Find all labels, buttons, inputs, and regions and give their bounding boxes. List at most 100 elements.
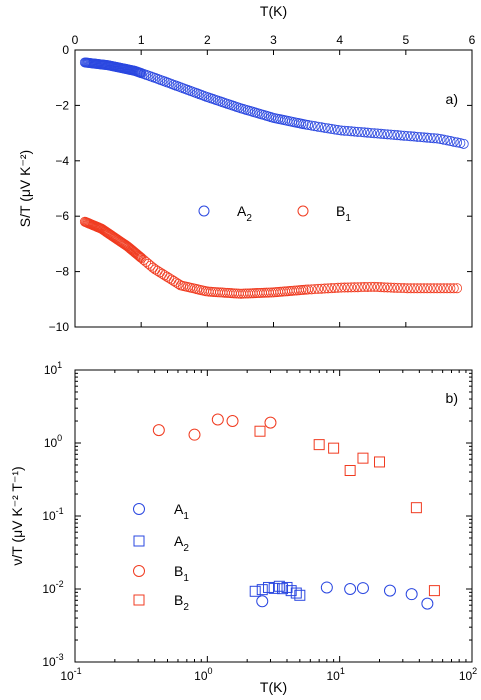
- data-point-a1: [320, 581, 333, 594]
- data-point-b1: [415, 283, 426, 294]
- data-point-b1: [339, 282, 350, 293]
- data-point-b1: [425, 283, 436, 294]
- panel-a-x-tick-label: 5: [402, 33, 409, 47]
- data-point-a2: [336, 125, 347, 136]
- data-point-a2: [418, 132, 429, 143]
- data-point-a2: [425, 132, 436, 143]
- panel-b-x-tick-label-exp: 0: [208, 666, 213, 676]
- data-point-b1: [359, 282, 370, 293]
- panel-b-y-axis-label: ν/T (μV K⁻² T⁻¹): [9, 466, 25, 565]
- data-point-a2: [352, 126, 363, 137]
- legend-a-label-b1: B1: [336, 203, 351, 224]
- panel-b-x-tick-label: 102: [459, 666, 477, 683]
- data-point-b1: [326, 283, 337, 294]
- data-point-a2: [342, 126, 353, 137]
- data-point-a2: [455, 138, 466, 149]
- data-point-b1: [402, 283, 413, 294]
- legend-a-label-sub: 1: [345, 213, 351, 224]
- data-point-b1: [395, 283, 406, 294]
- data-point-a2: [375, 128, 386, 139]
- panel-b-frame: [74, 369, 473, 663]
- panel-b-x-tick-label-base: 10: [60, 669, 74, 683]
- series-b1: [152, 413, 277, 441]
- data-point-a2: [323, 123, 334, 134]
- data-point-b1: [352, 282, 363, 293]
- panel-b-y-tick-label-exp: -2: [56, 579, 64, 589]
- data-point-b2: [374, 456, 386, 468]
- legend-b-marker-a1: [133, 503, 145, 515]
- panel-a-y-axis-label: S/T (μV K⁻²): [17, 150, 33, 227]
- data-point-b1: [316, 283, 327, 294]
- data-point-a2: [458, 138, 469, 149]
- data-point-a2: [385, 129, 396, 140]
- data-point-a2: [306, 120, 317, 131]
- data-point-a2: [249, 585, 261, 597]
- data-point-b1: [445, 283, 456, 294]
- data-point-a2: [359, 127, 370, 138]
- legend-a-label-main: A: [237, 203, 247, 219]
- data-point-b1: [313, 283, 324, 294]
- legend-b-label-main: B: [174, 592, 183, 608]
- panel-b-y-tick-label-exp: 1: [57, 360, 62, 370]
- data-point-a2: [366, 127, 377, 138]
- data-point-a2: [316, 122, 327, 133]
- legend-b-label-main: A: [174, 501, 184, 517]
- data-point-b1: [452, 283, 463, 294]
- data-point-b1: [332, 282, 343, 293]
- data-point-b1: [366, 281, 377, 292]
- panel-a-frame: [74, 49, 473, 328]
- data-point-b1: [188, 428, 201, 441]
- data-point-b2: [410, 502, 422, 514]
- data-point-b1: [309, 284, 320, 295]
- panel-b-y-tick-label-exp: -3: [56, 652, 64, 662]
- panel-b-y-tick-label-base: 10: [42, 509, 56, 523]
- data-point-b1: [448, 283, 459, 294]
- data-point-a2: [435, 133, 446, 144]
- data-point-a1: [344, 583, 357, 595]
- legend-b-label-main: A: [174, 533, 184, 549]
- data-point-a2: [369, 128, 380, 139]
- data-point-a2: [432, 133, 443, 144]
- panel-b-x-tick-label-exp: 2: [472, 666, 477, 676]
- data-point-b1: [432, 283, 443, 294]
- data-point-a2: [379, 129, 390, 140]
- legend-b-label-sub: 2: [183, 602, 189, 613]
- data-point-a2: [356, 127, 367, 138]
- data-point-b1: [418, 283, 429, 294]
- data-point-b1: [389, 282, 400, 293]
- data-point-b1: [442, 283, 453, 294]
- data-point-b1: [303, 284, 314, 295]
- data-point-a2: [313, 121, 324, 132]
- panel-a-y-tick-label: −2: [55, 98, 69, 112]
- legend-b-label-main: B: [174, 563, 183, 579]
- panel-b-y-tick-label: 101: [44, 360, 62, 377]
- legend-b-marker-b2: [133, 594, 145, 606]
- data-point-a2: [346, 126, 357, 137]
- panel-b-label: b): [446, 390, 458, 406]
- data-point-b1: [369, 281, 380, 292]
- series-a2: [249, 580, 306, 601]
- data-point-a2: [392, 130, 403, 141]
- panel-b-y-tick-label: 10-2: [42, 579, 63, 596]
- data-point-b2: [428, 585, 440, 597]
- data-point-a2: [395, 130, 406, 141]
- data-point-b1: [329, 282, 340, 293]
- panel-b-y-tick-label-exp: -1: [56, 506, 64, 516]
- data-point-b2: [357, 452, 369, 464]
- data-point-a1: [383, 584, 396, 597]
- legend-b-label-a1: A1: [174, 501, 189, 522]
- data-point-a2: [281, 581, 293, 593]
- panel-b-x-tick-label: 100: [194, 666, 212, 683]
- data-point-a2: [412, 131, 423, 142]
- data-point-b1: [422, 283, 433, 294]
- series-a2: [79, 57, 469, 149]
- data-point-a2: [309, 121, 320, 132]
- panel-b-x-tick-label: 101: [326, 666, 344, 683]
- data-point-a2: [319, 122, 330, 133]
- panel-a-x-tick-label: 2: [204, 33, 211, 47]
- data-point-a2: [294, 589, 306, 601]
- data-point-a2: [415, 132, 426, 143]
- data-point-b1: [173, 278, 184, 289]
- data-point-b1: [438, 283, 449, 294]
